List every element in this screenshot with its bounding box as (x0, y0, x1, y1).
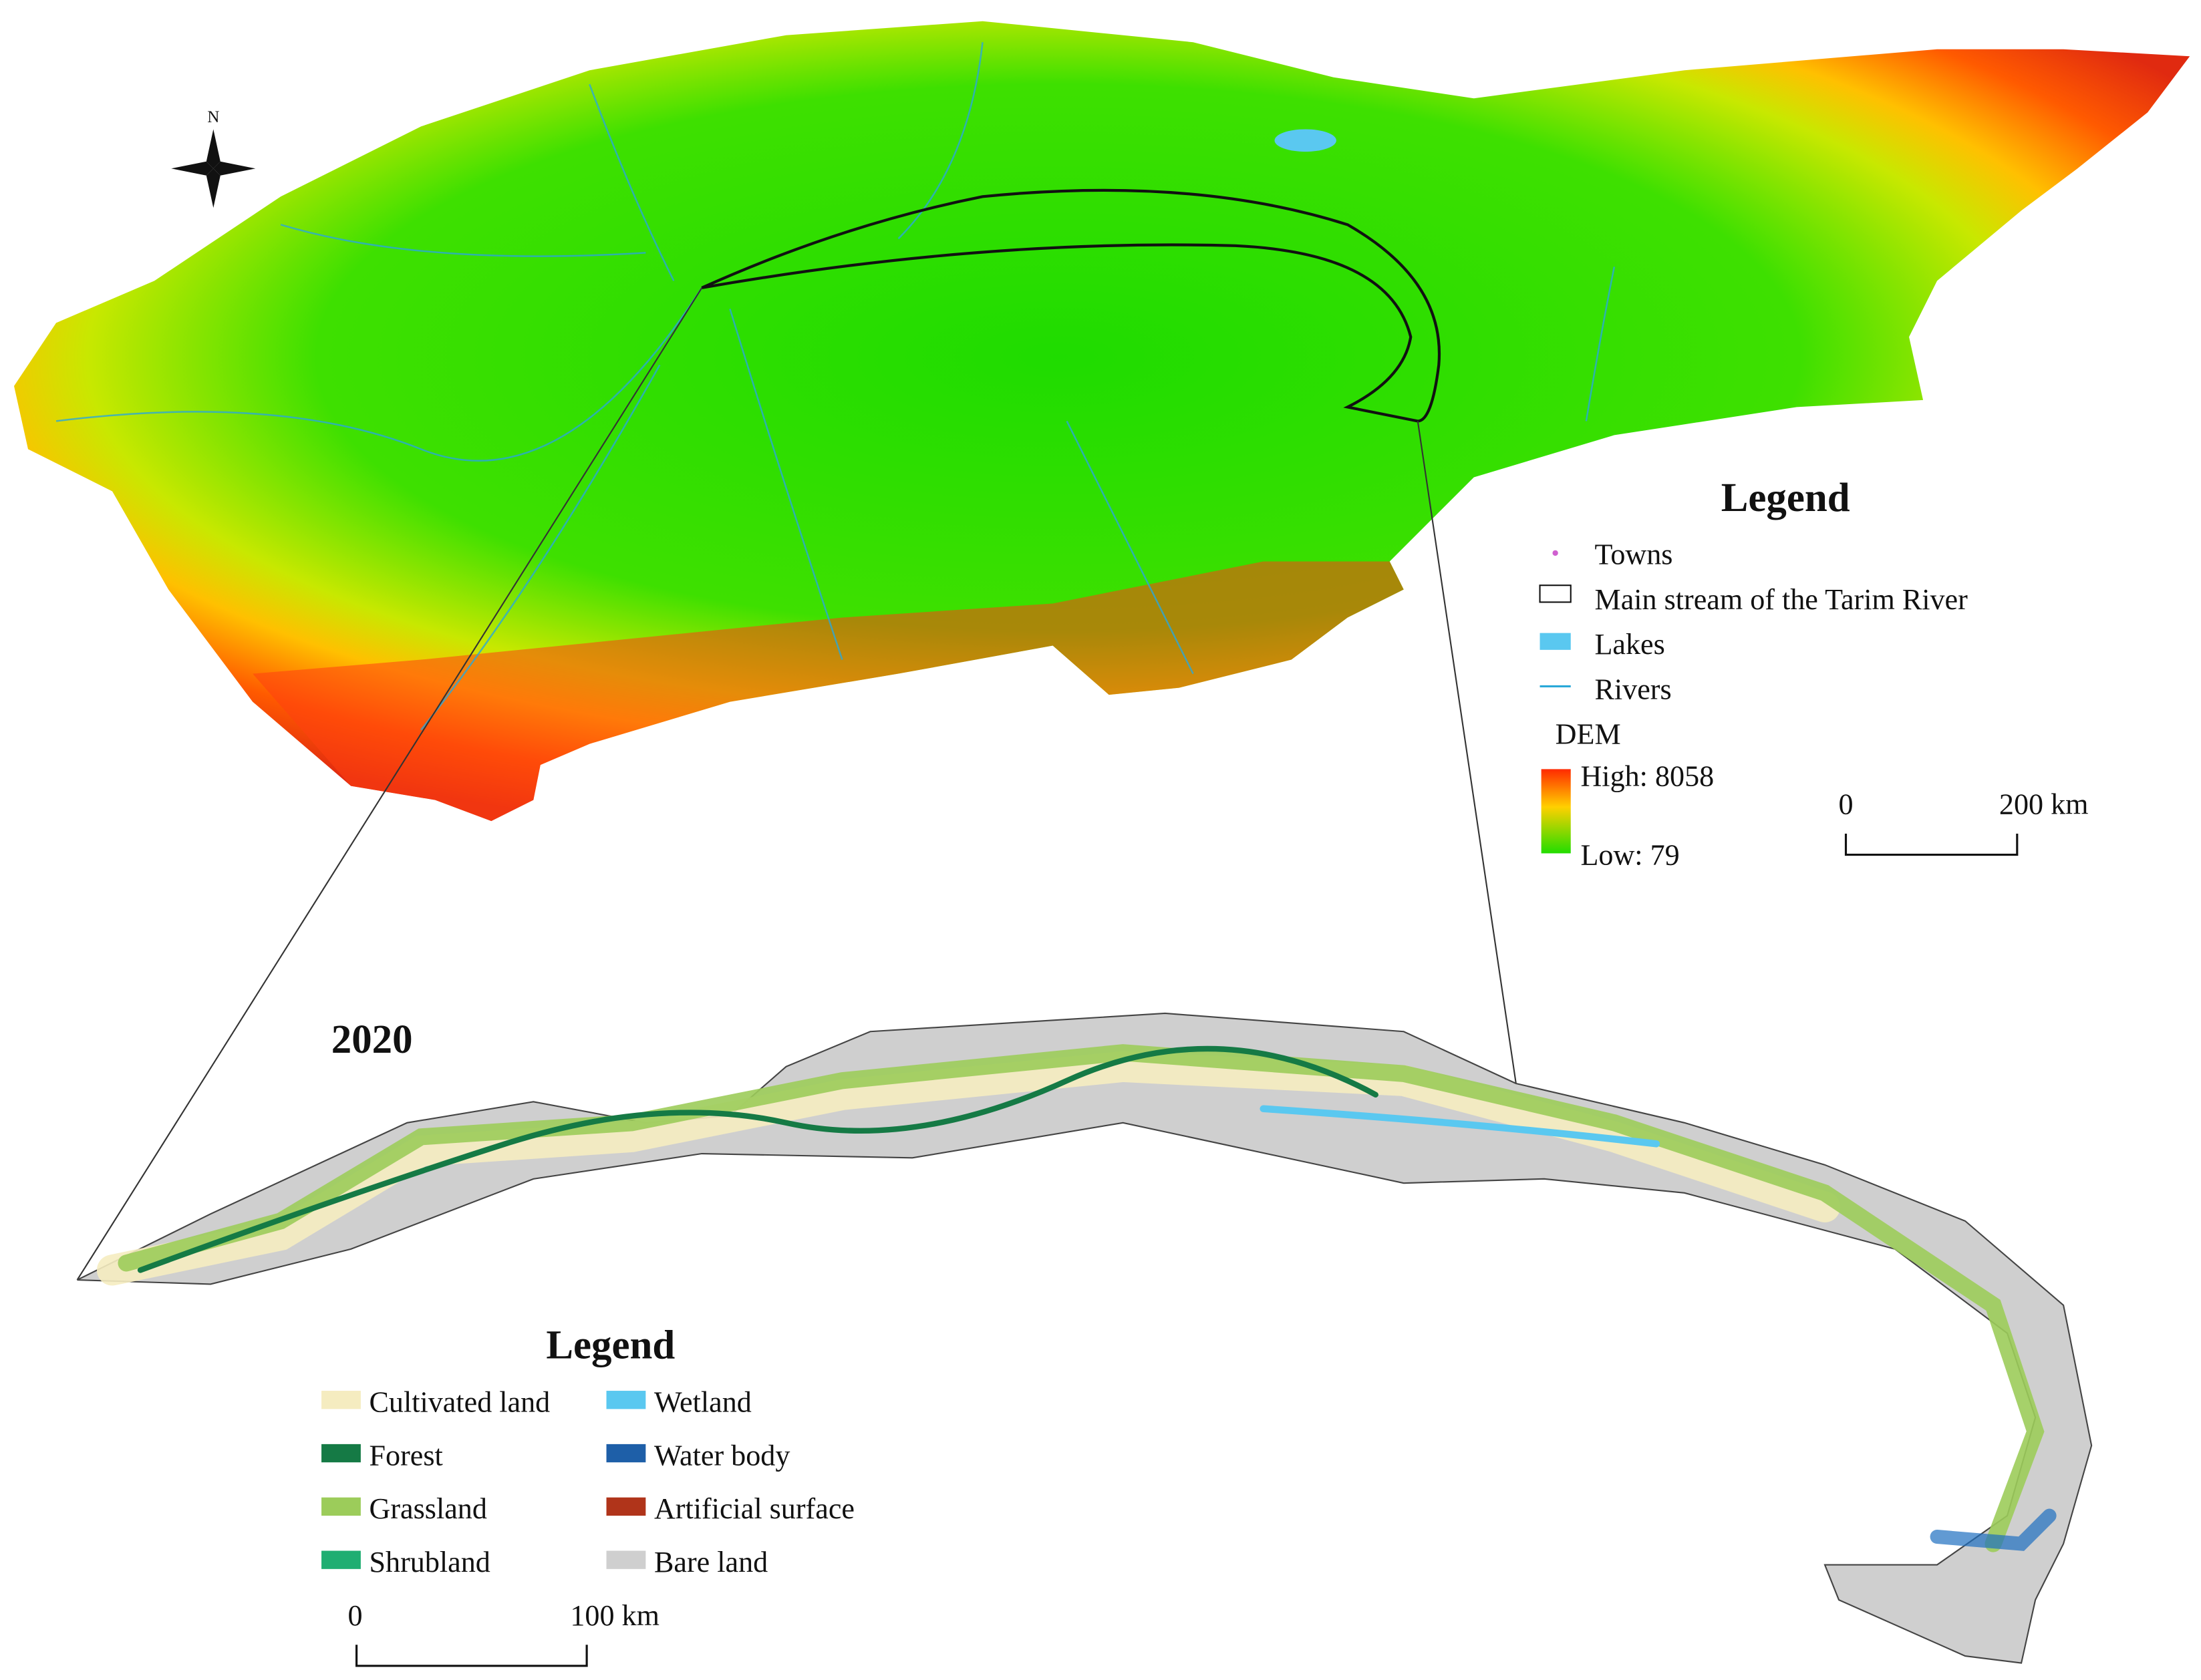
legend-title: Legend (546, 1323, 675, 1368)
rivers (55, 42, 1616, 731)
legend-swatch (1552, 550, 1558, 556)
scale-bar (355, 1645, 588, 1667)
scale-label: 100 km (570, 1599, 659, 1632)
legend-label: Forest (370, 1439, 443, 1472)
dem-title: DEM (1556, 718, 1621, 751)
legend-title: Legend (1721, 476, 1850, 520)
north-label: N (207, 108, 219, 126)
scale-label: 200 km (1999, 788, 2089, 821)
scale-label: 0 (347, 1599, 362, 1632)
basin-dem (14, 21, 2190, 822)
legend-label: Cultivated land (370, 1386, 551, 1419)
scale-label: 0 (1838, 788, 1853, 821)
legend-swatch (1539, 633, 1571, 650)
dem-low: Low: 79 (1580, 838, 1679, 871)
legend-label: Towns (1594, 538, 1672, 571)
legend-label: Bare land (654, 1546, 768, 1578)
north-arrow: N (171, 108, 256, 208)
year-label: 2020 (331, 1017, 413, 1062)
legend-swatch (1539, 584, 1572, 603)
lake (1274, 129, 1336, 152)
legend-label: Grassland (370, 1492, 487, 1525)
legend-label: Artificial surface (654, 1492, 855, 1525)
landuse-band (77, 1012, 2093, 1664)
legend-label: Water body (654, 1439, 790, 1472)
dem-ramp (1541, 769, 1571, 854)
dem-high: High: 8058 (1580, 760, 1714, 793)
landuse-swatches (321, 1391, 646, 1569)
connector-line (1417, 421, 1517, 1084)
legend-label: Shrubland (370, 1546, 490, 1578)
tarim-main-stream (701, 188, 1441, 423)
legend-label: Lakes (1594, 628, 1664, 661)
southern-mountains (253, 561, 1404, 822)
scale-bar (1844, 834, 2019, 856)
legend-label: Main stream of the Tarim River (1594, 583, 1968, 616)
connector-line (76, 287, 703, 1281)
legend-label: Rivers (1594, 673, 1671, 705)
landuse-patches (96, 1044, 2057, 1552)
legend-label: Wetland (654, 1386, 752, 1419)
